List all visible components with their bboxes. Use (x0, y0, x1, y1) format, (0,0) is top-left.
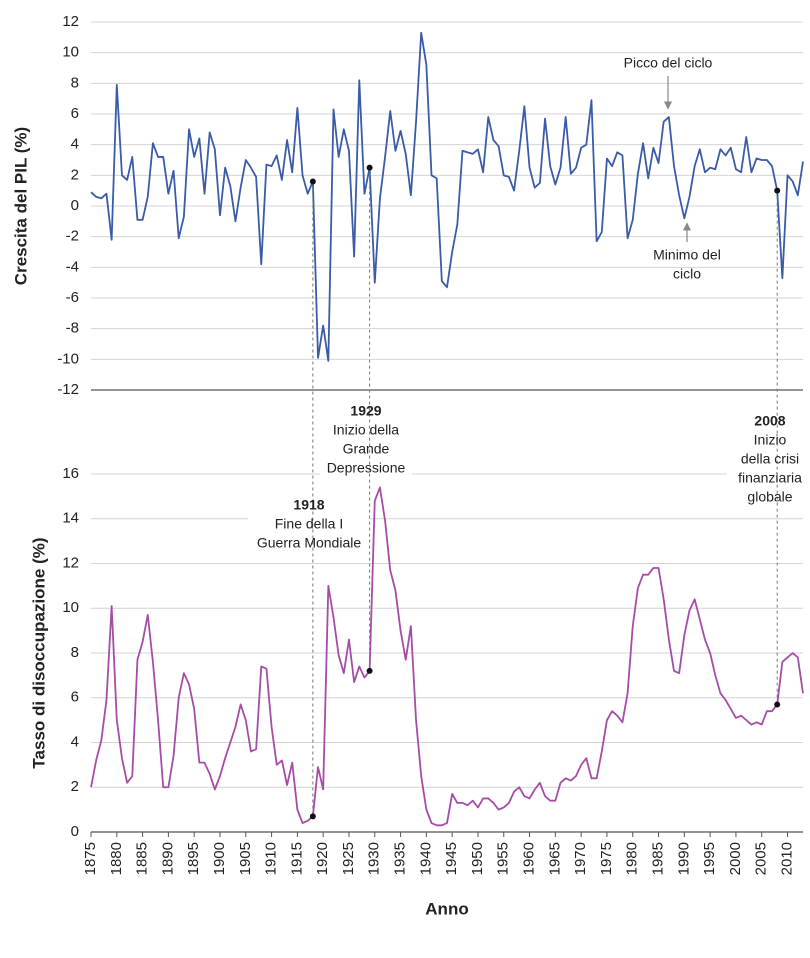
event-year: 2008 (754, 413, 785, 429)
x-tick-label: 1975 (598, 842, 615, 875)
y-tick-label: -8 (66, 320, 79, 337)
x-tick-label: 1960 (521, 842, 538, 875)
x-tick-label: 1940 (417, 842, 434, 875)
x-tick-label: 1935 (392, 842, 409, 875)
event-text: Depressione (327, 460, 406, 476)
x-tick-label: 1900 (211, 842, 228, 875)
x-tick-label: 2010 (778, 842, 795, 875)
event-dot (309, 813, 316, 820)
callout-text: Picco del ciclo (624, 55, 713, 71)
x-tick-label: 1885 (134, 842, 151, 875)
x-tick-label: 1920 (314, 842, 331, 875)
data-line (90, 486, 804, 827)
event-text: finanziaria (738, 470, 802, 486)
y-axis-label: Crescita del PIL (%) (11, 127, 30, 285)
x-tick-label: 1980 (624, 842, 641, 875)
y-tick-label: 10 (62, 44, 79, 61)
y-tick-label: 8 (71, 644, 79, 661)
callout-text: ciclo (673, 266, 701, 282)
x-tick-label: 2000 (727, 842, 744, 875)
event-text: Inizio (754, 432, 787, 448)
x-tick-label: 1925 (340, 842, 357, 875)
x-tick-label: 1995 (701, 842, 718, 875)
event-text: Inizio della (333, 422, 399, 438)
x-tick-label: 1965 (546, 842, 563, 875)
event-text: globale (747, 489, 792, 505)
event-text: Guerra Mondiale (257, 535, 361, 551)
x-tick-label: 1905 (237, 842, 254, 875)
x-tick-label: 1930 (366, 842, 383, 875)
y-tick-label: 14 (62, 510, 79, 527)
y-tick-label: 16 (62, 465, 79, 482)
y-tick-label: -4 (66, 258, 79, 275)
y-tick-label: -12 (57, 381, 79, 398)
y-axis-label: Tasso di disoccupazione (%) (29, 537, 48, 768)
x-tick-label: 1875 (82, 842, 99, 875)
x-tick-label: 1990 (675, 842, 692, 875)
x-tick-label: 1910 (263, 842, 280, 875)
x-tick-label: 1945 (443, 842, 460, 875)
label-box (320, 399, 412, 481)
y-tick-label: 6 (71, 105, 79, 122)
y-tick-label: 0 (71, 823, 79, 840)
data-line (90, 31, 804, 362)
y-tick-label: 12 (62, 554, 79, 571)
event-dot (774, 187, 781, 194)
y-tick-label: 2 (71, 778, 79, 795)
x-tick-label: 1915 (288, 842, 305, 875)
y-tick-label: 2 (71, 166, 79, 183)
label-box (727, 409, 810, 510)
x-tick-label: 1985 (650, 842, 667, 875)
event-year: 1918 (293, 497, 324, 513)
x-tick-label: 1970 (572, 842, 589, 875)
y-tick-label: -2 (66, 228, 79, 245)
x-axis-label: Anno (425, 899, 468, 918)
x-tick-label: 2005 (753, 842, 770, 875)
label-box (248, 493, 370, 556)
y-tick-label: 10 (62, 599, 79, 616)
callout-text: Minimo del (653, 247, 721, 263)
y-tick-label: 4 (71, 733, 79, 750)
y-tick-label: -6 (66, 289, 79, 306)
x-tick-label: 1890 (159, 842, 176, 875)
y-tick-label: -10 (57, 350, 79, 367)
y-tick-label: 8 (71, 74, 79, 91)
y-tick-label: 0 (71, 197, 79, 214)
y-tick-label: 12 (62, 13, 79, 30)
y-tick-label: 6 (71, 689, 79, 706)
event-year: 1929 (350, 403, 381, 419)
event-text: Grande (343, 441, 390, 457)
event-dot (366, 164, 373, 171)
event-text: della crisi (741, 451, 799, 467)
x-tick-label: 1950 (469, 842, 486, 875)
y-tick-label: 4 (71, 136, 79, 153)
x-tick-label: 1895 (185, 842, 202, 875)
event-dot (366, 667, 373, 674)
event-text: Fine della I (275, 516, 343, 532)
event-dot (309, 178, 316, 185)
x-tick-label: 1955 (495, 842, 512, 875)
x-tick-label: 1880 (108, 842, 125, 875)
event-dot (774, 701, 781, 708)
